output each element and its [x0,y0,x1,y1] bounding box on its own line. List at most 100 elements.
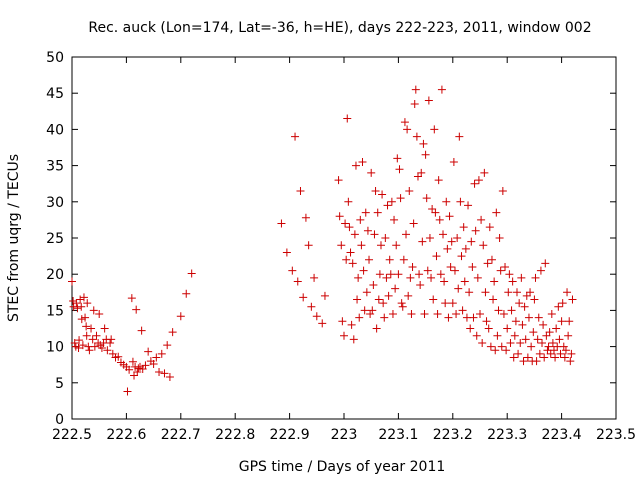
data-point [345,223,354,232]
data-point [531,273,540,282]
data-point [493,331,502,340]
data-point [367,168,376,177]
data-point [477,215,486,224]
data-point [380,313,389,322]
data-point [457,252,466,261]
data-point [351,161,360,170]
data-point [374,295,383,304]
data-point [404,291,413,300]
data-point [70,338,79,347]
data-point [383,201,392,210]
data-point [452,310,461,319]
data-point [519,357,528,366]
data-point [90,342,99,351]
data-point [75,336,84,345]
data-point [418,237,427,246]
data-points [68,85,577,396]
data-point [293,277,302,286]
data-point [427,273,436,282]
data-point [82,331,91,340]
x-axis-label: GPS time / Days of year 2011 [239,459,446,475]
data-point [530,295,539,304]
data-point [403,125,412,134]
data-point [490,277,499,286]
data-point [387,197,396,206]
data-point [412,132,421,141]
data-point [130,371,139,380]
data-point [149,359,158,368]
data-point [348,259,357,268]
data-point [441,299,450,308]
data-point [455,132,464,141]
data-point [514,349,523,358]
data-point [568,295,577,304]
data-point [365,255,374,264]
data-point [361,208,370,217]
data-point [454,284,463,293]
data-point [545,328,554,337]
data-point [385,255,394,264]
data-point [355,313,364,322]
x-tick-label: 222.5 [52,427,92,443]
data-point [472,331,481,340]
x-axis: 222.5 222.6 222.7 222.8 222.9 223 223.1 223.2 22… [52,57,636,443]
data-point [429,295,438,304]
data-point [397,299,406,308]
data-point [95,310,104,319]
data-point [548,338,557,347]
data-point [372,324,381,333]
data-point [363,226,372,235]
data-point [549,346,558,355]
data-point [123,387,132,396]
data-point [494,306,503,315]
data-point [506,338,515,347]
data-point [128,357,137,366]
data-point [373,208,382,217]
data-point [542,331,551,340]
data-point [445,212,454,221]
data-point [125,365,134,374]
x-tick-label: 222.7 [161,427,201,443]
data-point [538,338,547,347]
data-point [356,215,365,224]
data-point [371,186,380,195]
data-point [434,176,443,185]
data-point [411,85,420,94]
data-point [334,176,343,185]
data-point [379,299,388,308]
data-point [507,306,516,315]
data-point [473,273,482,282]
data-point [495,234,504,242]
y-tick-label: 0 [55,412,64,428]
x-tick-label: 223.4 [542,427,582,443]
data-point [299,293,308,302]
data-point [547,310,556,319]
data-point [517,273,526,282]
data-point [469,313,478,322]
data-point [338,317,347,326]
data-point [449,157,458,166]
chart-title: Rec. auck (Lon=174, Lat=-36, h=HE), days… [88,20,591,36]
y-tick-label: 10 [46,340,64,356]
data-point [433,310,442,319]
data-point [416,281,425,290]
data-point [92,331,101,340]
data-point [529,328,538,337]
data-point [483,259,492,268]
y-tick-label: 40 [46,122,64,138]
data-point [510,331,519,340]
data-point [307,302,316,311]
data-point [310,273,319,282]
data-point [76,295,85,304]
x-tick-label: 223.5 [596,427,636,443]
data-point [353,295,362,304]
data-point [410,100,419,109]
data-point [480,168,489,177]
data-point [503,324,512,333]
data-point [378,190,387,199]
data-point [551,353,560,362]
data-point [72,299,81,308]
data-point [453,234,462,242]
y-tick-label: 35 [46,159,64,175]
data-point [97,344,106,353]
